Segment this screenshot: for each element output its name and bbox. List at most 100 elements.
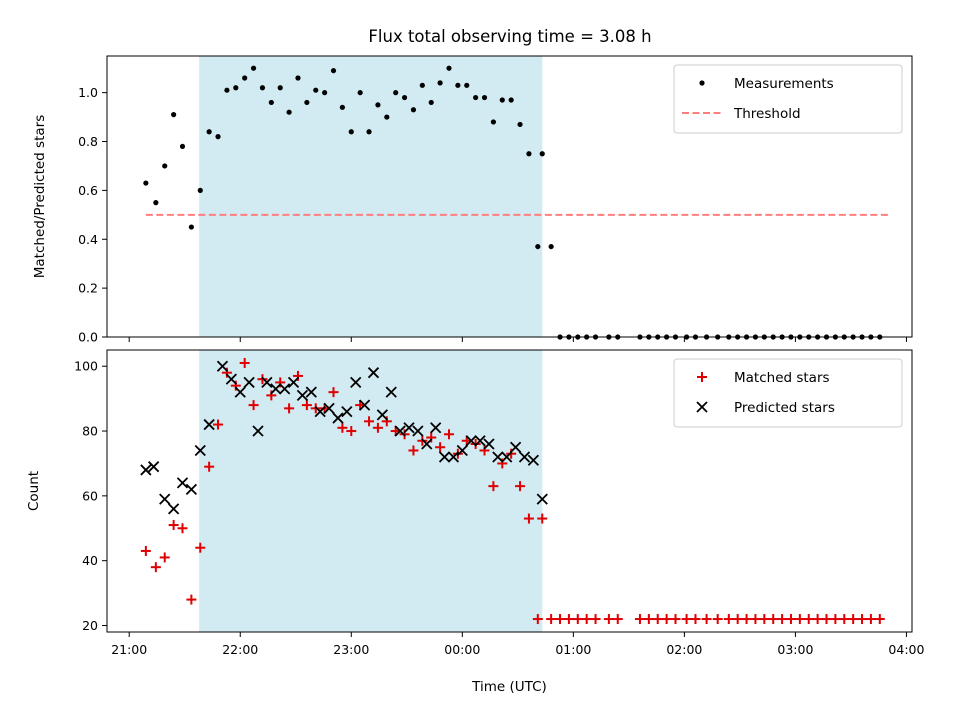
matched-star-point: [266, 390, 277, 401]
x-tick-label: 22:00: [222, 642, 258, 657]
measurement-point: [384, 114, 390, 120]
measurement-point: [313, 87, 319, 93]
y-tick-label: 20: [82, 618, 98, 633]
matched-star-point: [652, 614, 663, 625]
legend-label: Matched stars: [734, 370, 830, 386]
measurement-point: [179, 143, 186, 150]
legend-label: Measurements: [734, 76, 834, 92]
predicted-star-point: [261, 376, 273, 389]
matched-star-point: [874, 614, 885, 625]
top-axis-ticks: 0.0 0.2 0.4 0.6 0.8 1.0: [78, 85, 907, 345]
matched-star-point: [590, 614, 601, 625]
predicted-star-point: [358, 399, 371, 411]
bottom-plot-frame: [106, 349, 913, 633]
predicted-star-point: [509, 441, 522, 453]
matched-star-point: [821, 614, 832, 625]
x-tick-label: 21:00: [111, 642, 147, 657]
matched-star-point: [661, 614, 672, 625]
matched-star-point: [812, 614, 823, 625]
legend-x-marker: [696, 401, 708, 413]
measurement-point: [304, 99, 310, 106]
predicted-star-point: [447, 451, 460, 463]
matched-star-point: [537, 513, 548, 524]
matched-star-point: [634, 614, 645, 625]
top-legend: Measurements Threshold: [673, 64, 903, 134]
count-points: [140, 357, 885, 625]
matched-star-point: [865, 614, 876, 625]
matched-star-point: [248, 400, 259, 411]
predicted-star-point: [483, 438, 495, 450]
matched-star-point: [750, 614, 761, 625]
predicted-star-point: [332, 412, 344, 424]
measurement-point: [162, 163, 168, 169]
measurement-point: [499, 97, 505, 103]
predicted-star-point: [394, 425, 406, 437]
bottom-axis-ticks: 21:00 22:00 23:00 00:00 01:00 02:00 03:00 04:00…: [74, 359, 924, 657]
measurement-point: [526, 151, 532, 157]
matched-star-point: [213, 419, 224, 430]
legend-box: [673, 64, 903, 134]
matched-star-point: [221, 367, 232, 378]
matched-star-point: [435, 442, 446, 453]
y-tick-label: 1.0: [78, 85, 98, 100]
matched-star-point: [381, 416, 392, 427]
measurement-point: [455, 82, 461, 88]
predicted-star-point: [234, 386, 246, 398]
matched-star-point: [301, 400, 312, 411]
bottom-y-axis-label: Count: [26, 471, 42, 511]
y-tick-label: 100: [74, 359, 98, 374]
matched-star-point: [497, 458, 508, 469]
matched-star-point: [572, 614, 583, 625]
measurement-point: [464, 82, 470, 88]
matched-star-point: [643, 614, 654, 625]
measurement-point: [143, 180, 149, 186]
measurement-point: [548, 243, 554, 250]
matched-star-point: [794, 614, 805, 625]
y-tick-label: 80: [82, 424, 98, 439]
legend-box: [673, 358, 903, 428]
matched-star-point: [785, 614, 796, 625]
predicted-star-point: [403, 422, 415, 434]
matched-star-point: [515, 481, 526, 492]
predicted-star-point: [270, 383, 282, 395]
measurement-point: [277, 85, 283, 91]
measurement-point: [233, 85, 239, 91]
matched-star-point: [681, 614, 692, 625]
bottom-legend: Matched stars Predicted stars: [673, 358, 903, 428]
measurement-point: [242, 75, 248, 81]
matched-star-point: [546, 614, 557, 625]
matched-star-point: [670, 614, 681, 625]
predicted-star-point: [474, 435, 486, 447]
matched-star-point: [230, 380, 241, 391]
y-tick-label: 40: [82, 553, 98, 568]
matched-star-point: [479, 445, 490, 456]
matched-star-point: [195, 542, 206, 553]
predicted-star-point: [456, 444, 468, 457]
top-panel: 0.0 0.2 0.4 0.6 0.8 1.0 Matched/Predicted sta…: [32, 55, 913, 345]
matched-star-point: [581, 614, 592, 625]
matched-star-point: [275, 377, 286, 388]
top-plot-frame: [106, 55, 913, 338]
y-tick-label: 60: [82, 488, 98, 503]
matched-star-point: [690, 614, 701, 625]
matched-star-point: [150, 562, 161, 573]
matched-star-point: [555, 614, 566, 625]
measurement-point: [322, 90, 328, 96]
matched-star-point: [426, 432, 437, 443]
top-y-axis-label: Matched/Predicted stars: [32, 115, 48, 278]
matched-star-point: [523, 513, 534, 524]
predicted-star-point: [225, 373, 237, 385]
y-tick-label: 0.6: [78, 183, 98, 198]
measurement-point: [508, 97, 514, 103]
measurement-point: [339, 104, 345, 110]
predicted-star-point: [167, 503, 180, 515]
measurement-point: [357, 90, 363, 96]
predicted-star-point: [465, 435, 477, 447]
matched-star-point: [328, 387, 339, 398]
predicted-star-point: [421, 438, 433, 450]
x-tick-label: 01:00: [555, 642, 591, 657]
matched-star-point: [177, 523, 188, 534]
matched-star-point: [759, 614, 770, 625]
matched-star-point: [712, 614, 723, 625]
